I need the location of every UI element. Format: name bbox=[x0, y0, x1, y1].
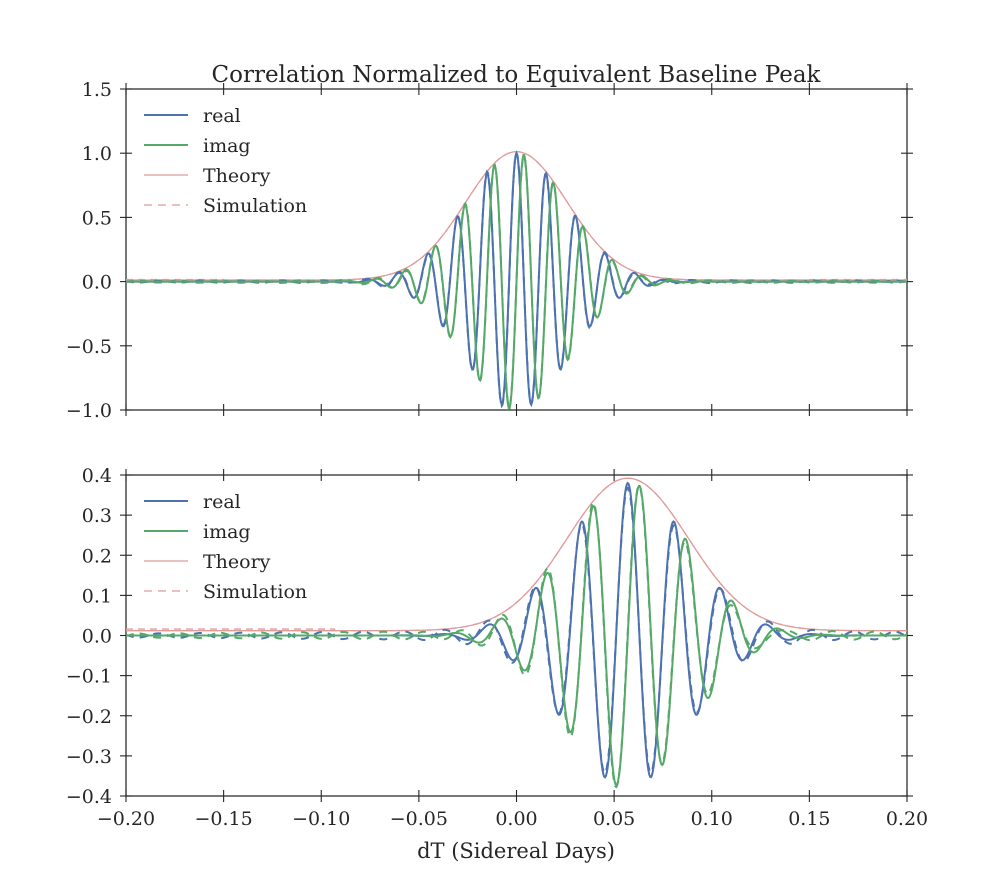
y-tick-label: 1.0 bbox=[82, 143, 112, 165]
x-tick-label: 0.10 bbox=[691, 808, 733, 830]
imag-series-line bbox=[126, 484, 907, 787]
x-tick-label: −0.05 bbox=[390, 808, 448, 830]
legend: real imag Theory Simulation bbox=[144, 105, 307, 217]
x-tick-label: 0.00 bbox=[495, 808, 537, 830]
y-tick-label: 0.1 bbox=[82, 585, 112, 607]
x-tick-label: −0.15 bbox=[195, 808, 253, 830]
y-tick-label: 0.5 bbox=[82, 207, 112, 229]
x-tick-label: 0.15 bbox=[788, 808, 830, 830]
x-tick-label: −0.10 bbox=[292, 808, 350, 830]
y-tick-label: −0.3 bbox=[66, 746, 112, 768]
y-tick-label: 0.0 bbox=[82, 626, 112, 648]
y-tick-label: 0.2 bbox=[82, 545, 112, 567]
imag-series-line bbox=[126, 153, 907, 410]
legend-label: real bbox=[203, 491, 241, 513]
y-tick-label: −0.4 bbox=[66, 786, 112, 808]
legend-label: imag bbox=[203, 521, 251, 543]
y-tick-label: −1.0 bbox=[66, 400, 112, 422]
y-tick-label: −0.1 bbox=[66, 666, 112, 688]
x-axis-label: dT (Sidereal Days) bbox=[417, 839, 615, 863]
bottom-panel: −0.20 −0.15 −0.10 −0.05 0.00 0.05 0.10 0.15 0.20… bbox=[66, 465, 928, 830]
y-tick-label: 0.3 bbox=[82, 505, 112, 527]
y-tick-label: −0.5 bbox=[66, 336, 112, 358]
legend-label: real bbox=[203, 105, 241, 127]
x-tick-label: 0.05 bbox=[593, 808, 635, 830]
y-tick-label: 0.0 bbox=[82, 272, 112, 294]
plot-area bbox=[126, 150, 907, 410]
y-tick-label: −0.2 bbox=[66, 706, 112, 728]
theory-series-line bbox=[126, 477, 907, 632]
x-tick-label: −0.20 bbox=[97, 808, 155, 830]
legend-label: Simulation bbox=[203, 581, 307, 603]
legend-label: imag bbox=[203, 135, 251, 157]
x-tick-label: 0.20 bbox=[886, 808, 928, 830]
y-tick-label: 0.4 bbox=[82, 465, 112, 487]
y-tick-label: 1.5 bbox=[82, 79, 112, 101]
top-panel: −1.0 −0.5 0.0 0.5 1.0 1.5 real imag Theory Simula… bbox=[66, 79, 913, 422]
legend-label: Simulation bbox=[203, 195, 307, 217]
plot-area bbox=[126, 477, 907, 789]
legend: real imag Theory Simulation bbox=[144, 491, 307, 603]
legend-label: Theory bbox=[203, 165, 271, 187]
legend-label: Theory bbox=[203, 551, 271, 573]
